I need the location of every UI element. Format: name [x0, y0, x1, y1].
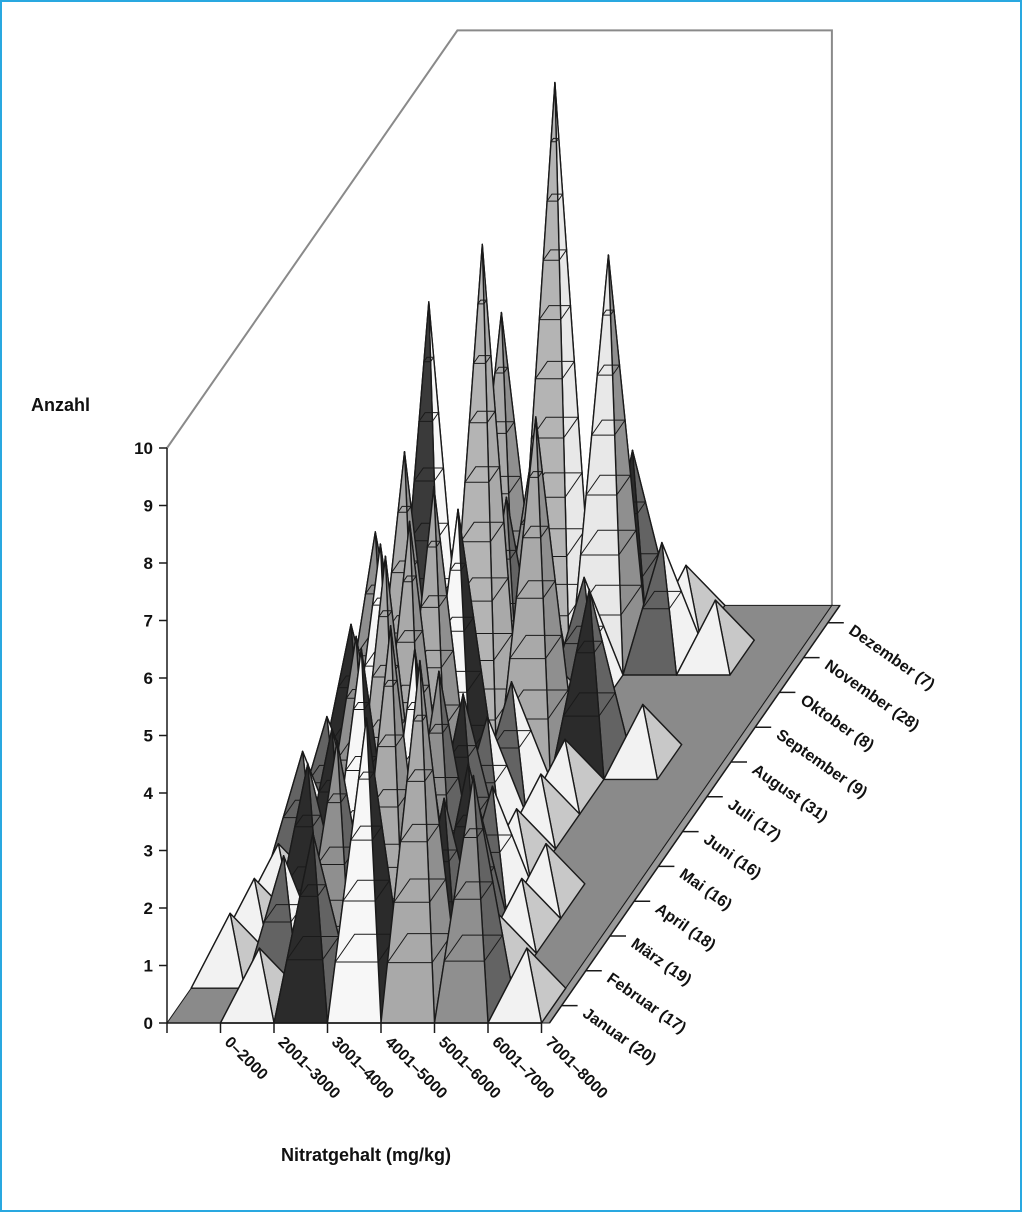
surface-contour-m0-b5-z3: [462, 828, 485, 838]
surface-face-m7-b5-front: [603, 703, 659, 781]
month-label: März (19): [628, 935, 695, 989]
surface-contour-m1-b3-z5: [383, 679, 398, 687]
surface-contour-m7-b3-z5: [528, 471, 544, 478]
surface-contour-m5-b2-z4: [419, 595, 448, 608]
surface-contour-m4-b3-z2: [449, 745, 478, 758]
surface-plot: [190, 81, 755, 1024]
surface-contour-m2-b2-z4: [352, 702, 370, 710]
surface-contour-m10-b3-z5: [596, 364, 621, 376]
surface-contour-m0-b2-z2: [298, 884, 327, 897]
surface-contour-m7-b2-z6: [468, 410, 497, 424]
month-label: Juni (16): [700, 831, 764, 883]
surface-contour-m0-b3-z4: [357, 771, 376, 780]
surface-contour-m3-b2-z5: [378, 610, 393, 618]
surface-contour-m7-b2-z7: [472, 355, 492, 364]
surface-contour-m0-b4-z3: [399, 823, 441, 843]
surface-contour-m10-b2-z4: [530, 416, 580, 439]
surface-contour-m2-b1-z2: [293, 814, 322, 828]
surface-contour-m0-b5-z1: [443, 934, 504, 962]
surface-contour-m7-b3-z2: [508, 634, 563, 660]
surface-contour-m7-b1-z5: [413, 467, 445, 482]
surface-contour-m1-b3-z4: [376, 734, 405, 748]
surface-contour-m10-b3-z6: [601, 309, 615, 316]
surface-contour-m5-b2-z5: [426, 540, 442, 548]
surface-contour-m10-b2-z8: [546, 193, 564, 202]
surface-contour-m4-b2-z5: [402, 575, 418, 583]
surface-contour-m7-b4-z1: [562, 692, 617, 717]
surface-face-m10-b5-front: [675, 599, 731, 676]
surface-contour-m0-b3-z2: [342, 879, 391, 902]
surface-contour-m3-b3-z3: [428, 723, 450, 734]
surface-contour-m0-b5-z2: [452, 881, 494, 900]
z-tick-label-7: 7: [144, 612, 153, 631]
z-tick-label-1: 1: [144, 957, 153, 976]
z-tick-label-4: 4: [144, 784, 154, 803]
month-label: Juli (17): [725, 796, 784, 845]
z-tick-label-3: 3: [144, 842, 153, 861]
surface-contour-m0-b4-z2: [392, 878, 447, 903]
surface-contour-m10-b1-z5: [493, 366, 509, 374]
month-label: Mai (16): [676, 866, 735, 914]
surface-contour-m10-b3-z3: [585, 474, 632, 496]
z-tick-label-8: 8: [144, 554, 153, 573]
surface-contour-m7-b2-z8: [476, 299, 488, 305]
month-label: April (18): [652, 901, 719, 955]
surface-contour-m7-b4-z2: [575, 640, 604, 654]
z-tick-label-5: 5: [144, 727, 153, 746]
surface-contour-m10-b3-z4: [590, 419, 626, 436]
z-tick-label-0: 0: [144, 1014, 153, 1033]
surface-contour-m10-b2-z9: [550, 137, 560, 143]
surface-contour-m7-b1-z7: [422, 356, 435, 363]
surface-contour-m6-b2-z4: [449, 562, 467, 571]
surface-contour-m6-b3-z1: [491, 730, 532, 749]
month-axis-line: [548, 604, 841, 1024]
x-axis-title: Nitratgehalt (mg/kg): [281, 1145, 451, 1165]
z-tick-label-6: 6: [144, 669, 153, 688]
surface-contour-m7-b2-z4: [459, 521, 505, 543]
z-axis-title: Anzahl: [31, 395, 90, 415]
surface-contour-m1-b2-z3: [326, 793, 348, 804]
surface-contour-m10-b3-z2: [579, 529, 638, 556]
surface-face-m1-b0-front: [190, 912, 246, 989]
surface-contour-m0-b3-z3: [349, 825, 383, 841]
surface-contour-m4-b2-z4: [395, 630, 424, 643]
z-tick-label-2: 2: [144, 899, 153, 918]
z-tick-label-10: 10: [134, 439, 153, 458]
surface-contour-m6-b1-z5: [397, 505, 412, 513]
surface-contour-m3-b2-z4: [371, 664, 400, 678]
surface-contour-m7-b3-z4: [521, 525, 550, 539]
surface-contour-m10-b2-z5: [534, 360, 576, 380]
surface-contour-m10-b2-z7: [542, 249, 568, 261]
surface-contour-m7-b1-z4: [408, 522, 450, 542]
surface-contour-m0-b4-z4: [405, 769, 434, 782]
surface-contour-m7-b1-z6: [418, 412, 440, 422]
z-tick-label-9: 9: [144, 497, 153, 516]
surface-contour-m10-b4-z1: [641, 590, 683, 610]
surface-contour-m10-b2-z6: [538, 305, 572, 321]
x-bin-label: 0–2000: [221, 1034, 271, 1084]
surface-contour-m7-b2-z5: [464, 466, 501, 483]
surface-contour-m7-b3-z3: [515, 580, 557, 599]
back-wall-outline: [166, 29, 833, 606]
surface-contour-m0-b4-z5: [412, 714, 428, 722]
